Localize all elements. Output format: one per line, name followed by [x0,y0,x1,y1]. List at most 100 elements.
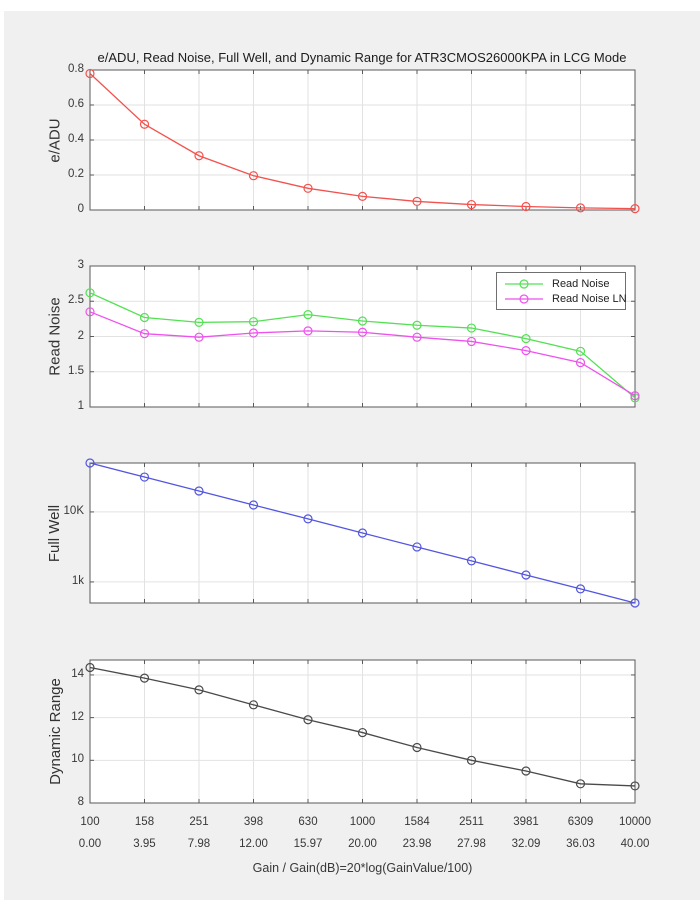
series-line-dynamic-range [89,666,636,787]
y-tick-label-read-noise: 2 [77,329,84,342]
data-point-read-noise [248,317,259,327]
data-point-read-noise-ln [466,336,477,347]
y-tick-label-read-noise: 1.5 [68,364,84,377]
x-tick-db-label: 27.98 [457,838,486,850]
data-point-full-well [248,500,259,510]
x-tick-gain-label: 1584 [404,816,430,828]
data-point-dynamic-range [139,673,150,683]
y-tick-label-eadu: 0.4 [68,133,84,145]
subplot-read-noise [85,265,640,408]
y-tick-label-eadu: 0 [77,203,84,215]
x-tick-db-label: 40.00 [620,838,650,850]
data-point-dynamic-range [357,727,368,738]
x-tick-gain-label: 251 [189,816,209,828]
y-tick-label-eadu: 0.6 [68,98,84,110]
data-point-e/adu [303,183,313,193]
legend-label: Read Noise LN [552,292,627,305]
figure-title: e/ADU, Read Noise, Full Well, and Dynami… [97,50,627,65]
x-tick-db-label: 12.00 [239,838,268,850]
x-tick-gain-label: 10000 [619,816,651,828]
data-point-read-noise [521,334,531,344]
data-point-read-noise [466,323,477,333]
x-tick-gain-label: 1000 [349,816,376,828]
series-line-e/adu [89,73,636,210]
data-point-e/adu [521,201,531,212]
y-tick-label-eadu: 0.2 [68,168,84,180]
x-axis-label: Gain / Gain(dB)=20*log(GainValue/100) [252,861,473,875]
window-top-edge [0,0,700,11]
y-tick-label-full-well: 1k [71,574,84,587]
x-tick-db-label: 20.00 [348,838,377,850]
x-tick-gain-label: 100 [80,816,100,828]
x-tick-db-label: 7.98 [187,838,211,850]
data-point-read-noise [303,310,313,320]
x-tick-gain-label: 6309 [567,816,594,828]
data-point-read-noise [412,320,422,330]
data-point-dynamic-range [466,755,477,765]
data-point-read-noise-ln [303,326,313,336]
y-tick-label-full-well: 10K [63,504,84,517]
data-point-read-noise-ln [85,307,95,317]
y-tick-label-read-noise: 2.5 [68,294,84,307]
legend[interactable]: Read Noise Read Noise LN [496,272,627,310]
y-axis-label-dynamic-range: Dynamic Range [46,678,64,785]
data-point-full-well [139,472,150,482]
data-point-e/adu [357,191,368,201]
data-point-e/adu [412,196,422,207]
data-point-full-well [630,598,640,608]
data-point-read-noise [139,312,150,323]
x-tick-db-label: 32.09 [511,838,541,850]
data-point-e/adu [466,199,477,210]
data-point-full-well [521,570,531,580]
subplot-eadu [85,68,640,214]
data-point-dynamic-range [85,662,95,673]
data-point-dynamic-range [248,700,259,710]
data-point-e/adu [575,203,586,213]
data-point-e/adu [630,204,640,214]
x-tick-db-label: 3.95 [133,838,156,850]
series-line-full-well [89,462,636,604]
subplot-dynamic-range [85,659,640,804]
data-point-dynamic-range [303,715,313,725]
x-tick-db-label: 15.97 [293,838,323,850]
data-point-e/adu [194,151,204,161]
data-point-e/adu [85,68,95,79]
y-tick-label-dynamic-range: 12 [71,710,84,723]
data-point-read-noise [357,316,368,326]
legend-entry[interactable]: Read Noise LN [497,291,627,306]
data-point-dynamic-range [194,685,204,695]
series-line-read-noise [89,292,636,399]
data-point-read-noise-ln [194,332,204,342]
x-tick-gain-label: 3981 [513,816,539,828]
series-line-read-noise-ln [89,311,636,397]
x-tick-gain-label: 630 [298,816,318,828]
data-point-dynamic-range [575,779,586,789]
legend-swatch-icon [505,293,543,304]
subplot-full-well [85,458,640,608]
y-tick-label-read-noise: 1 [77,400,84,412]
data-point-full-well [466,556,477,566]
data-point-e/adu [139,119,150,129]
data-point-full-well [575,584,586,594]
data-point-read-noise-ln [139,329,150,339]
y-tick-label-dynamic-range: 10 [71,753,84,766]
data-point-full-well [357,528,368,538]
data-point-full-well [85,458,95,468]
data-point-read-noise [85,288,95,298]
data-point-read-noise [194,317,204,327]
window-left-edge [0,0,4,900]
data-point-dynamic-range [521,766,531,776]
data-point-read-noise-ln [357,327,368,337]
y-tick-label-dynamic-range: 14 [71,667,84,680]
data-point-read-noise-ln [412,332,422,342]
data-point-read-noise-ln [248,328,259,338]
x-tick-gain-label: 2511 [459,816,484,828]
x-tick-db-label: 0.00 [78,838,102,850]
data-point-read-noise-ln [575,357,586,368]
legend-swatch-icon [505,278,543,289]
legend-label: Read Noise [552,277,610,290]
legend-entry[interactable]: Read Noise [497,276,625,291]
data-point-read-noise-ln [521,346,531,356]
